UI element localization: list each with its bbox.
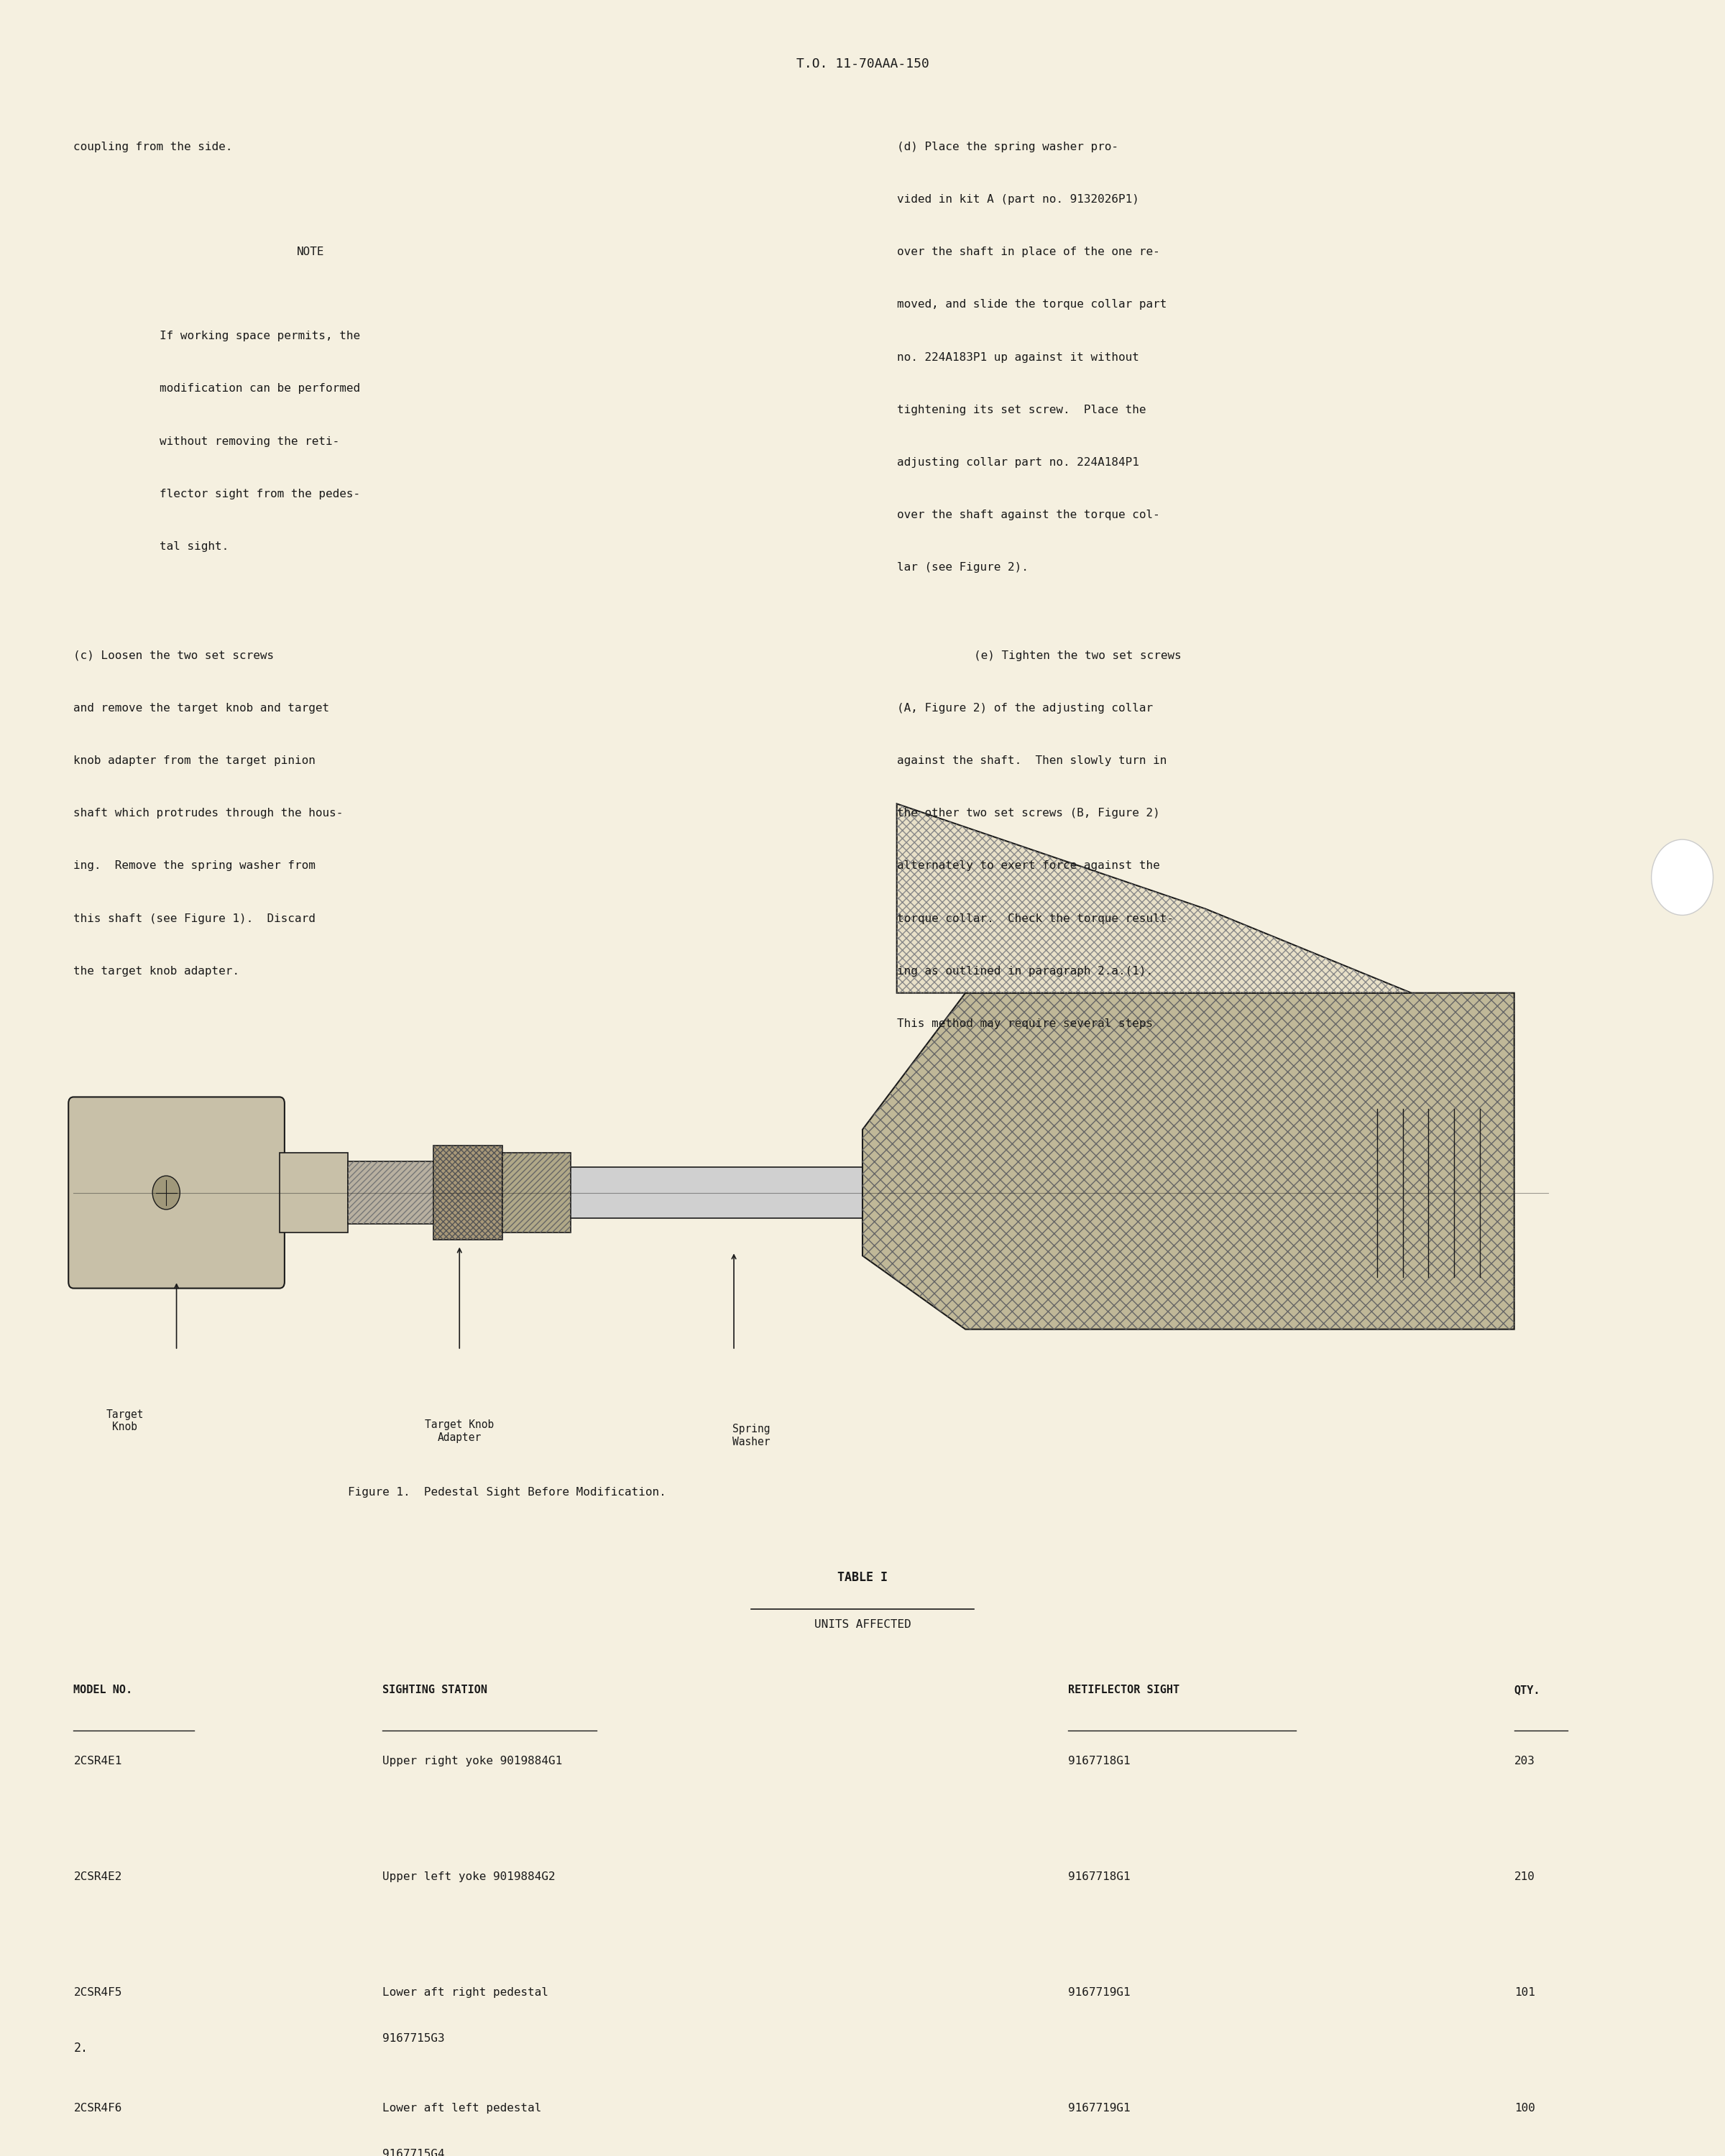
- Bar: [502, 1153, 571, 1233]
- Bar: [433, 1145, 502, 1240]
- Text: 9167718G1: 9167718G1: [1068, 1755, 1130, 1766]
- Text: moved, and slide the torque collar part: moved, and slide the torque collar part: [897, 300, 1166, 310]
- Text: 101: 101: [1515, 1988, 1535, 1999]
- Text: ing.  Remove the spring washer from: ing. Remove the spring washer from: [74, 860, 316, 871]
- Text: RETIFLECTOR SIGHT: RETIFLECTOR SIGHT: [1068, 1684, 1180, 1695]
- Circle shape: [1651, 839, 1713, 914]
- Text: 2CSR4E1: 2CSR4E1: [74, 1755, 122, 1766]
- Bar: [502, 1153, 571, 1233]
- Text: 203: 203: [1515, 1755, 1535, 1766]
- Bar: [210, 1166, 1480, 1218]
- Text: Upper left yoke 9019884G2: Upper left yoke 9019884G2: [383, 1871, 555, 1882]
- Text: QTY.: QTY.: [1515, 1684, 1540, 1695]
- Text: Figure 1.  Pedestal Sight Before Modification.: Figure 1. Pedestal Sight Before Modifica…: [348, 1488, 666, 1498]
- Circle shape: [152, 1175, 179, 1210]
- Text: 9167715G4: 9167715G4: [383, 2150, 445, 2156]
- Text: and remove the target knob and target: and remove the target knob and target: [74, 703, 329, 714]
- Text: 2CSR4F5: 2CSR4F5: [74, 1988, 122, 1999]
- Text: (e) Tighten the two set screws: (e) Tighten the two set screws: [975, 651, 1182, 662]
- Text: 9167719G1: 9167719G1: [1068, 1988, 1130, 1999]
- Text: this shaft (see Figure 1).  Discard: this shaft (see Figure 1). Discard: [74, 914, 316, 925]
- Text: alternately to exert force against the: alternately to exert force against the: [897, 860, 1159, 871]
- Text: flector sight from the pedes-: flector sight from the pedes-: [159, 489, 361, 500]
- Text: Target
Knob: Target Knob: [107, 1410, 143, 1432]
- Text: torque collar.  Check the torque result-: torque collar. Check the torque result-: [897, 914, 1173, 925]
- Text: Target Knob
Adapter: Target Knob Adapter: [424, 1419, 493, 1442]
- Bar: [433, 1145, 502, 1240]
- Text: 9167715G3: 9167715G3: [383, 2033, 445, 2044]
- Text: (A, Figure 2) of the adjusting collar: (A, Figure 2) of the adjusting collar: [897, 703, 1152, 714]
- Text: 9167719G1: 9167719G1: [1068, 2102, 1130, 2113]
- Text: 9167718G1: 9167718G1: [1068, 1871, 1130, 1882]
- Text: (d) Place the spring washer pro-: (d) Place the spring washer pro-: [897, 142, 1118, 153]
- Text: TABLE I: TABLE I: [837, 1572, 888, 1585]
- Bar: [348, 1162, 442, 1225]
- Text: no. 224A183P1 up against it without: no. 224A183P1 up against it without: [897, 351, 1138, 362]
- Text: modification can be performed: modification can be performed: [159, 384, 361, 395]
- Text: Upper right yoke 9019884G1: Upper right yoke 9019884G1: [383, 1755, 562, 1766]
- Text: 100: 100: [1515, 2102, 1535, 2113]
- Text: Spring
Washer: Spring Washer: [731, 1423, 769, 1447]
- Text: If working space permits, the: If working space permits, the: [159, 330, 361, 341]
- Text: lar (see Figure 2).: lar (see Figure 2).: [897, 563, 1028, 573]
- Text: the target knob adapter.: the target knob adapter.: [74, 966, 240, 977]
- Text: over the shaft in place of the one re-: over the shaft in place of the one re-: [897, 246, 1159, 257]
- Text: UNITS AFFECTED: UNITS AFFECTED: [814, 1619, 911, 1630]
- Text: 210: 210: [1515, 1871, 1535, 1882]
- Text: 2CSR4F6: 2CSR4F6: [74, 2102, 122, 2113]
- Polygon shape: [897, 804, 1411, 994]
- Polygon shape: [862, 994, 1515, 1330]
- Text: SIGHTING STATION: SIGHTING STATION: [383, 1684, 486, 1695]
- Text: 2.: 2.: [74, 2042, 88, 2055]
- Text: Lower aft right pedestal: Lower aft right pedestal: [383, 1988, 549, 1999]
- Text: MODEL NO.: MODEL NO.: [74, 1684, 133, 1695]
- Text: the other two set screws (B, Figure 2): the other two set screws (B, Figure 2): [897, 808, 1159, 819]
- Bar: [348, 1162, 442, 1225]
- Text: (c) Loosen the two set screws: (c) Loosen the two set screws: [74, 651, 274, 662]
- Text: 2CSR4E2: 2CSR4E2: [74, 1871, 122, 1882]
- Text: knob adapter from the target pinion: knob adapter from the target pinion: [74, 755, 316, 765]
- Text: shaft which protrudes through the hous-: shaft which protrudes through the hous-: [74, 808, 343, 819]
- Text: over the shaft against the torque col-: over the shaft against the torque col-: [897, 509, 1159, 520]
- Text: Lower aft left pedestal: Lower aft left pedestal: [383, 2102, 542, 2113]
- Text: NOTE: NOTE: [297, 246, 324, 257]
- Text: vided in kit A (part no. 9132026P1): vided in kit A (part no. 9132026P1): [897, 194, 1138, 205]
- Text: without removing the reti-: without removing the reti-: [159, 436, 340, 446]
- Text: against the shaft.  Then slowly turn in: against the shaft. Then slowly turn in: [897, 755, 1166, 765]
- FancyBboxPatch shape: [69, 1097, 285, 1289]
- Text: coupling from the side.: coupling from the side.: [74, 142, 233, 153]
- Text: tal sight.: tal sight.: [159, 541, 228, 552]
- Text: T.O. 11-70AAA-150: T.O. 11-70AAA-150: [795, 58, 930, 71]
- Text: ing as outlined in paragraph 2.a.(1).: ing as outlined in paragraph 2.a.(1).: [897, 966, 1152, 977]
- Text: adjusting collar part no. 224A184P1: adjusting collar part no. 224A184P1: [897, 457, 1138, 468]
- Text: tightening its set screw.  Place the: tightening its set screw. Place the: [897, 405, 1145, 416]
- Text: This method may require several steps: This method may require several steps: [897, 1018, 1152, 1028]
- Bar: [279, 1153, 348, 1233]
